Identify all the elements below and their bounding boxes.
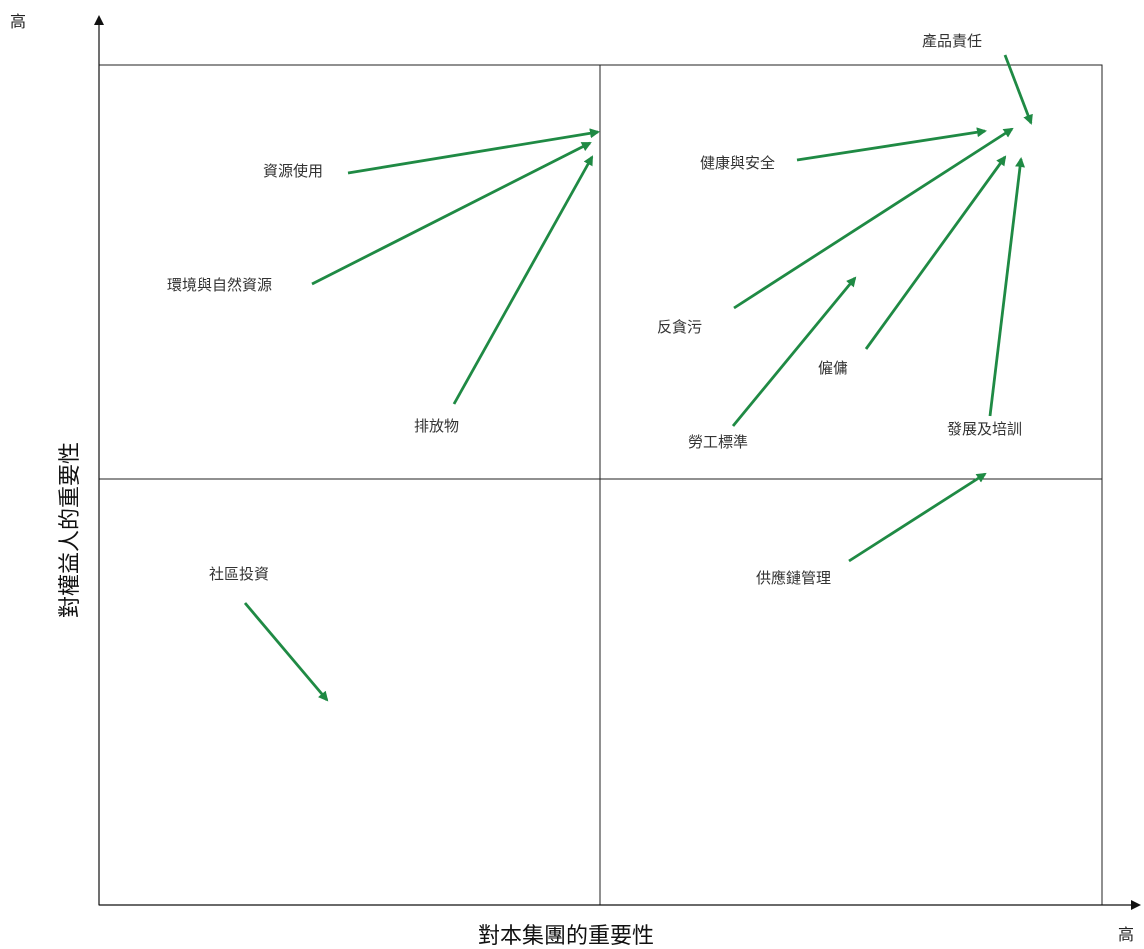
y-axis-high-label: 高 (10, 12, 26, 31)
topic-label-development-training: 發展及培訓 (947, 420, 1022, 438)
x-axis-title: 對本集團的重要性 (478, 924, 654, 949)
arrow-resource-use (347, 128, 600, 175)
arrow-labour-standards (731, 276, 857, 427)
topic-label-product-responsibility: 產品責任 (922, 32, 982, 50)
arrow-community-investment (243, 602, 329, 702)
topic-label-supply-chain: 供應鏈管理 (756, 569, 831, 587)
axes (94, 15, 1141, 910)
topic-label-emissions: 排放物 (414, 417, 459, 435)
topic-labels: 產品責任 健康與安全 資源使用 環境與自然資源 反貪污 僱傭 排放物 勞工標準 … (167, 32, 1022, 587)
arrow-product-responsibility (1003, 54, 1033, 125)
topic-label-community-investment: 社區投資 (209, 565, 269, 583)
arrow-supply-chain (848, 472, 987, 563)
topic-label-anti-corruption: 反貪污 (657, 318, 702, 336)
topic-label-employment: 僱傭 (818, 359, 848, 377)
topic-label-labour-standards: 勞工標準 (688, 433, 748, 451)
x-axis-high-label: 高 (1118, 925, 1134, 944)
movement-arrows (243, 54, 1033, 702)
arrow-anti-corruption (733, 127, 1014, 310)
topic-label-environment-resources: 環境與自然資源 (167, 276, 272, 294)
quadrant-grid (98, 64, 1103, 906)
arrow-emissions (452, 155, 594, 405)
arrow-environment-resources (311, 141, 592, 286)
arrow-development-training (988, 157, 1026, 417)
topic-label-health-safety: 健康與安全 (700, 154, 775, 172)
y-axis-title: 對權益人的重要性 (58, 442, 83, 618)
arrow-employment (864, 155, 1007, 350)
arrow-health-safety (796, 127, 987, 162)
topic-label-resource-use: 資源使用 (263, 162, 323, 180)
